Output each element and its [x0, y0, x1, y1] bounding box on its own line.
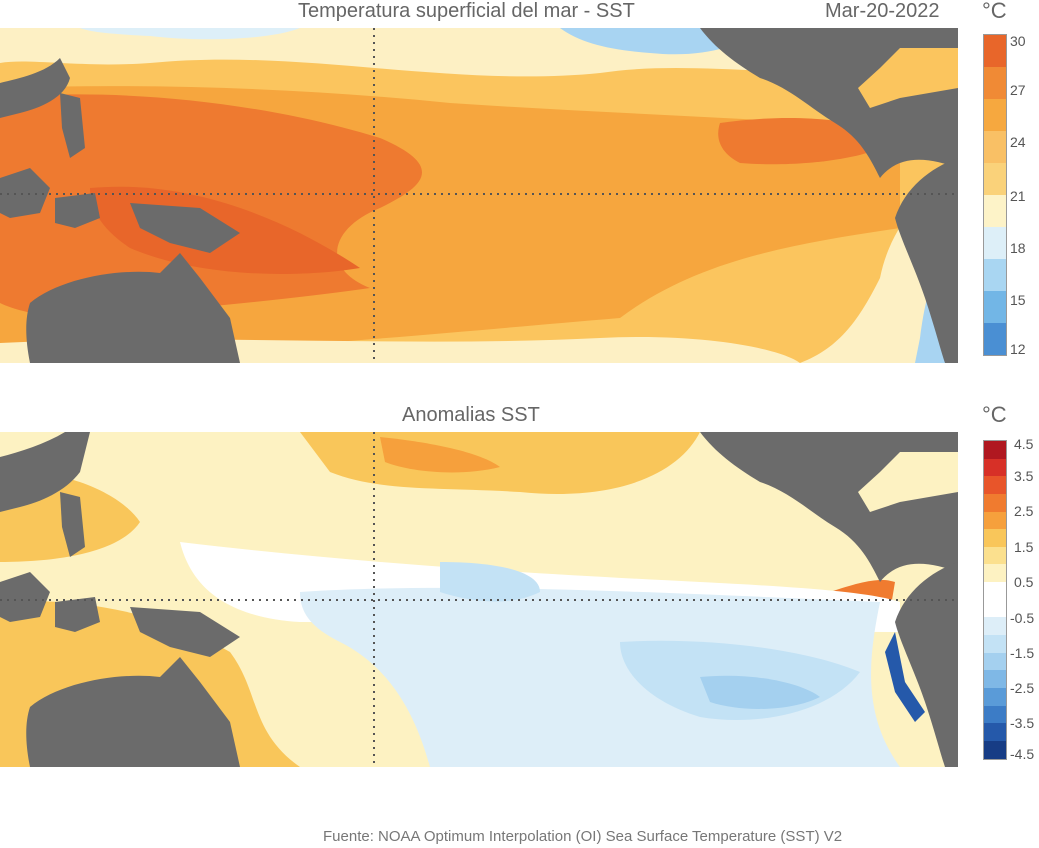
land-philippines [60, 93, 85, 158]
anomaly-map-graphic [0, 432, 958, 767]
sst-tick: 21 [1010, 188, 1026, 204]
sst-tick: 24 [1010, 134, 1026, 150]
anomaly-colorbar [983, 440, 1007, 760]
anomaly-cold-coast [885, 632, 925, 722]
land-south-america [895, 562, 958, 767]
sst-tick: 12 [1010, 341, 1026, 357]
land-asia [0, 432, 90, 512]
land-borneo [0, 168, 50, 218]
anomaly-tick: 3.5 [1014, 468, 1034, 484]
land-australia [26, 657, 240, 767]
sst-map [0, 28, 958, 363]
sst-tick: 18 [1010, 240, 1026, 256]
anomaly-tick: 2.5 [1014, 503, 1034, 519]
sst-tick: 30 [1010, 33, 1026, 49]
anomaly-title: Anomalias SST [402, 404, 540, 426]
sst-colorbar [983, 34, 1007, 356]
sst-map-graphic [0, 28, 958, 363]
anomaly-unit-label: °C [982, 402, 1007, 427]
sst-unit-label: °C [982, 0, 1007, 23]
land-asia [0, 58, 70, 118]
anomaly-tick: 1.5 [1014, 539, 1034, 555]
land-south-america [895, 158, 958, 363]
source-note: Fuente: NOAA Optimum Interpolation (OI) … [323, 828, 843, 845]
land-philippines [60, 492, 85, 557]
land-new-guinea [130, 607, 240, 657]
land-australia [26, 253, 240, 363]
anomaly-tick: 0.5 [1014, 574, 1034, 590]
anomaly-tick: -2.5 [1010, 680, 1035, 696]
sst-date: Mar-20-2022 [825, 0, 940, 22]
anomaly-tick: -4.5 [1010, 746, 1035, 762]
sst-title: Temperatura superficial del mar - SST [298, 0, 635, 22]
anomaly-map [0, 432, 958, 767]
sst-tick: 15 [1010, 292, 1026, 308]
land-new-guinea [130, 203, 240, 253]
anomaly-tick: -1.5 [1010, 645, 1035, 661]
anomaly-tick: -0.5 [1010, 610, 1035, 626]
land-borneo [0, 572, 50, 622]
anomaly-tick: 4.5 [1014, 436, 1034, 452]
anomaly-tick: -3.5 [1010, 715, 1035, 731]
anomaly-cool-tongue [300, 587, 900, 767]
sst-tick: 27 [1010, 82, 1026, 98]
